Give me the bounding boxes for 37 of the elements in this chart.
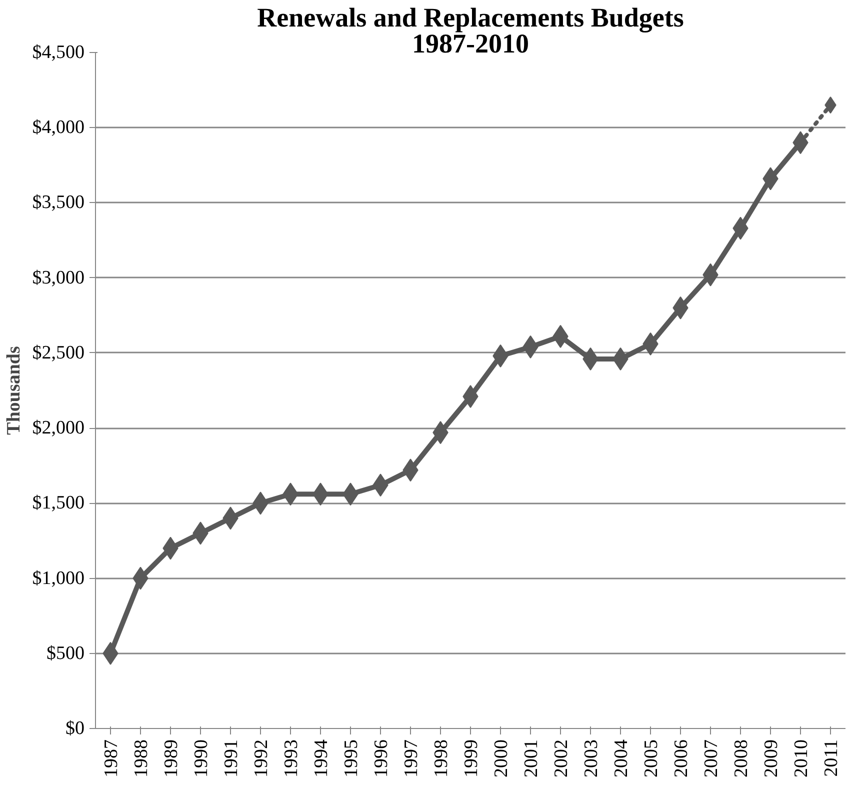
x-tick-label: 2004 xyxy=(611,739,632,778)
x-tick-label: 2007 xyxy=(701,740,722,778)
x-tick-label: 2001 xyxy=(521,740,542,778)
x-tick-label: 1997 xyxy=(401,740,422,778)
y-tick-label: $1,000 xyxy=(32,568,84,589)
chart-title: Renewals and Replacements Budgets xyxy=(257,2,684,32)
x-tick-label: 1991 xyxy=(221,740,242,778)
x-tick-label: 2002 xyxy=(551,740,572,778)
x-tick-label: 1994 xyxy=(311,739,332,778)
y-tick-label: $2,500 xyxy=(32,342,84,364)
x-tick-label: 1989 xyxy=(161,740,182,778)
x-tick-label: 2000 xyxy=(491,740,512,778)
y-tick-label: $1,500 xyxy=(32,492,84,514)
x-tick-label: 2005 xyxy=(641,740,662,778)
x-tick-label: 1998 xyxy=(431,740,452,778)
y-tick-label: $0 xyxy=(66,718,84,739)
y-axis-title: Thousands xyxy=(3,346,24,435)
x-tick-label: 2010 xyxy=(791,740,812,778)
y-tick-label: $3,500 xyxy=(32,192,84,214)
x-tick-label: 2009 xyxy=(761,740,782,778)
x-tick-label: 1999 xyxy=(461,740,482,778)
y-tick-label: $4,500 xyxy=(32,42,84,63)
x-tick-label: 2008 xyxy=(731,740,752,778)
x-tick-label: 2011 xyxy=(821,740,842,777)
x-tick-label: 1993 xyxy=(281,740,302,778)
x-tick-label: 1996 xyxy=(371,740,392,778)
y-tick-label: $4,000 xyxy=(32,117,84,138)
x-tick-label: 1990 xyxy=(191,740,212,778)
x-tick-label: 1988 xyxy=(131,740,152,778)
x-tick-label: 2006 xyxy=(671,740,692,778)
y-tick-label: $3,000 xyxy=(32,267,84,288)
x-tick-label: 2003 xyxy=(581,740,602,778)
y-tick-label: $500 xyxy=(46,642,84,664)
x-tick-label: 1987 xyxy=(101,740,122,778)
y-tick-label: $2,000 xyxy=(32,418,84,439)
x-tick-label: 1995 xyxy=(341,740,362,778)
x-tick-label: 1992 xyxy=(251,740,272,778)
